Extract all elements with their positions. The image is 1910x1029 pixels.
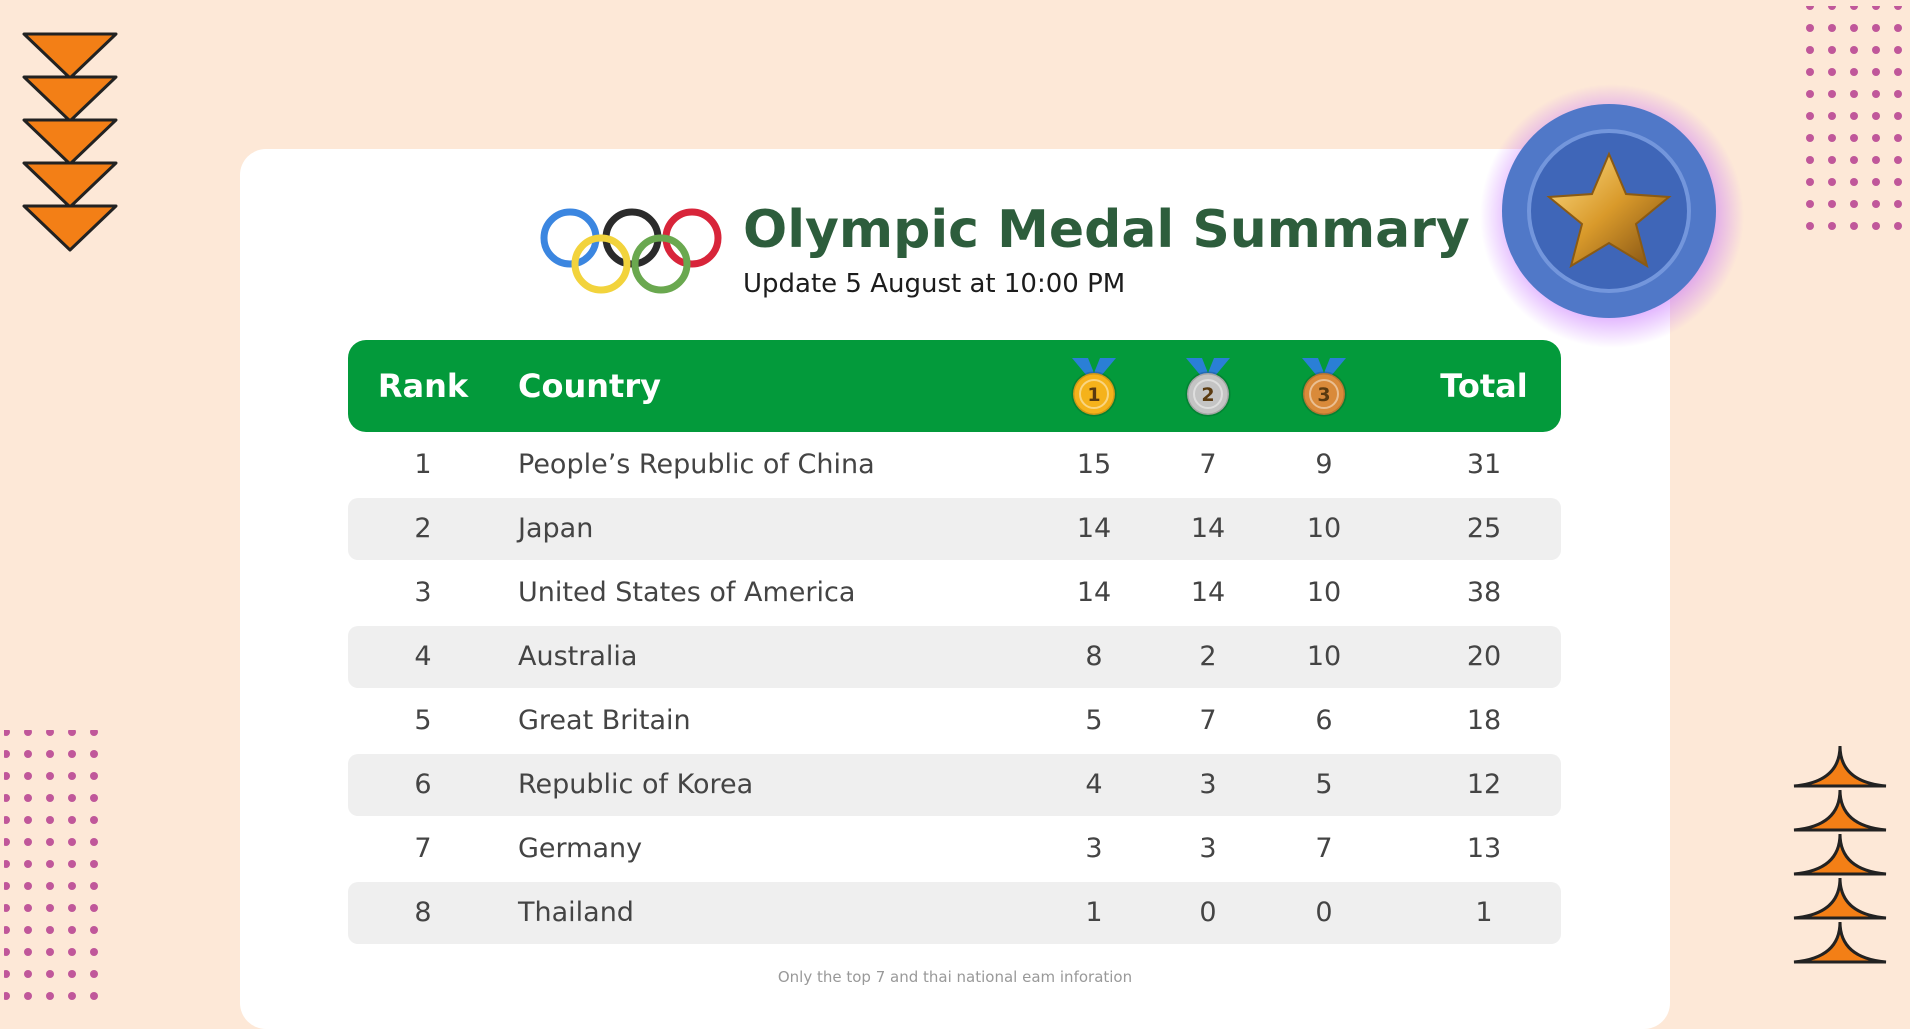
table-cell: 7 xyxy=(1199,449,1217,480)
page: Olympic Medal Summary Update 5 August at… xyxy=(4,6,1910,1029)
table-cell: 9 xyxy=(1315,449,1333,480)
olympic-rings xyxy=(540,208,722,294)
dots xyxy=(1800,6,1910,236)
table-cell: Australia xyxy=(518,641,638,672)
table-cell: 2 xyxy=(414,513,432,544)
table-cell: 18 xyxy=(1466,705,1502,736)
medal-icon: 2 xyxy=(1185,358,1231,417)
table-header: Rank Country 1 2 3 Total xyxy=(348,340,1561,432)
medal-label: 3 xyxy=(1317,384,1330,406)
table-row: 5 Great Britain 5 7 6 18 xyxy=(348,690,1561,752)
medal-icon: 3 xyxy=(1301,358,1347,417)
table-cell: 1 xyxy=(1085,897,1103,928)
table-cell: 0 xyxy=(1199,897,1217,928)
table-cell: 25 xyxy=(1466,513,1502,544)
table-cell: 3 xyxy=(1085,833,1103,864)
table-row: 1 People’s Republic of China 15 7 9 31 xyxy=(348,434,1561,496)
table-cell: 6 xyxy=(1315,705,1333,736)
table-cell: 1 xyxy=(414,449,432,480)
table-cell: 7 xyxy=(414,833,432,864)
star-badge xyxy=(1480,84,1744,348)
table-cell: 10 xyxy=(1306,513,1342,544)
table-cell: 4 xyxy=(1085,769,1103,800)
column-header: Country xyxy=(518,367,661,405)
table-cell: 13 xyxy=(1466,833,1502,864)
table-cell: 5 xyxy=(414,705,432,736)
right-arrows xyxy=(1792,744,1888,964)
table-row: 8 Thailand 1 0 0 1 xyxy=(348,882,1561,944)
table-cell: 3 xyxy=(1199,833,1217,864)
table-cell: Thailand xyxy=(518,897,634,928)
subtitle: Update 5 August at 10:00 PM xyxy=(743,269,1126,299)
table-cell: 6 xyxy=(414,769,432,800)
table-row: 6 Republic of Korea 4 3 5 12 xyxy=(348,754,1561,816)
footnote: Only the top 7 and thai national eam inf… xyxy=(777,968,1133,986)
table-cell: 38 xyxy=(1466,577,1502,608)
table-cell: 7 xyxy=(1315,833,1333,864)
table-cell: 14 xyxy=(1076,577,1112,608)
dots xyxy=(4,730,108,1000)
table-cell: 5 xyxy=(1315,769,1333,800)
table-cell: Republic of Korea xyxy=(518,769,754,800)
table-cell: Japan xyxy=(518,513,594,544)
table-cell: People’s Republic of China xyxy=(518,449,875,480)
column-header: Rank xyxy=(377,367,469,405)
table-cell: 31 xyxy=(1466,449,1502,480)
column-header: Total xyxy=(1440,367,1528,405)
table-row: 2 Japan 14 14 10 25 xyxy=(348,498,1561,560)
table-cell: 15 xyxy=(1076,449,1112,480)
table-row: 4 Australia 8 2 10 20 xyxy=(348,626,1561,688)
table-row: 3 United States of America 14 14 10 38 xyxy=(348,562,1561,624)
table-cell: 14 xyxy=(1190,513,1226,544)
table-cell: 8 xyxy=(1085,641,1103,672)
table-cell: 8 xyxy=(414,897,432,928)
table-cell: 2 xyxy=(1199,641,1217,672)
table-cell: 3 xyxy=(1199,769,1217,800)
table-cell: 4 xyxy=(414,641,432,672)
table-cell: 0 xyxy=(1315,897,1333,928)
table-cell: 14 xyxy=(1190,577,1226,608)
table-cell: 10 xyxy=(1306,577,1342,608)
table-cell: 1 xyxy=(1475,897,1493,928)
table-cell: 5 xyxy=(1085,705,1103,736)
table-cell: 12 xyxy=(1466,769,1502,800)
table-cell: 3 xyxy=(414,577,432,608)
medal-label: 2 xyxy=(1201,384,1214,406)
table-cell: Germany xyxy=(518,833,643,864)
table-cell: Great Britain xyxy=(518,705,691,736)
title: Olympic Medal Summary xyxy=(743,200,1470,260)
table-cell: 20 xyxy=(1466,641,1502,672)
medal-label: 1 xyxy=(1087,384,1100,406)
left-arrows xyxy=(22,32,118,252)
table-cell: 10 xyxy=(1306,641,1342,672)
table-cell: 7 xyxy=(1199,705,1217,736)
table-cell: United States of America xyxy=(518,577,856,608)
decorations xyxy=(4,6,1910,1000)
medal-icon: 1 xyxy=(1071,358,1117,417)
table-row: 7 Germany 3 3 7 13 xyxy=(348,818,1561,880)
table-cell: 14 xyxy=(1076,513,1112,544)
